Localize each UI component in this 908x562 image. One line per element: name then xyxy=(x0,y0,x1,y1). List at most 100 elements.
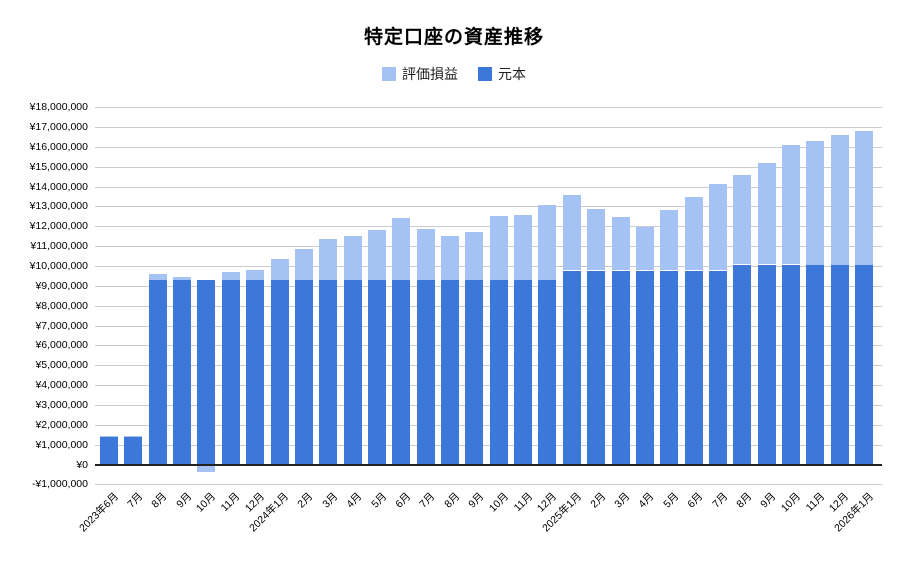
bar-segment-principal xyxy=(148,280,167,465)
gridline xyxy=(95,404,882,406)
bar-segment-principal xyxy=(757,264,776,465)
x-axis-tick-label: 4月 xyxy=(344,490,365,511)
y-axis-tick-label: ¥18,000,000 xyxy=(29,101,88,114)
y-axis-tick-label: ¥15,000,000 xyxy=(29,160,88,173)
bar-segment-gain xyxy=(489,215,508,281)
y-axis-tick-label: ¥8,000,000 xyxy=(35,299,88,312)
bar-segment-gain xyxy=(660,209,679,271)
x-axis-tick-label: 3月 xyxy=(320,490,341,511)
legend-swatch-principal xyxy=(478,67,492,81)
x-axis-tick-label: 2月 xyxy=(587,490,609,511)
bar-segment-gain xyxy=(757,163,776,265)
bar-segment-principal xyxy=(611,270,630,465)
bar-segment-principal xyxy=(587,270,606,465)
bar-segment-gain xyxy=(343,235,362,281)
bar-segment-principal xyxy=(392,280,411,465)
y-axis-tick-label: ¥11,000,000 xyxy=(30,240,88,253)
bar-segment-gain xyxy=(514,214,532,281)
bar-segment-principal xyxy=(708,270,727,465)
gridline xyxy=(95,166,882,168)
bar-segment-principal xyxy=(270,280,289,465)
x-axis-tick-label: 11月 xyxy=(803,490,828,515)
gridline xyxy=(95,186,882,188)
x-axis-tick-label: 4月 xyxy=(636,490,657,511)
bar-segment-principal xyxy=(124,437,143,465)
bar-segment-principal xyxy=(855,264,873,465)
x-axis-tick-label: 9月 xyxy=(758,490,779,511)
y-axis-tick-label: ¥9,000,000 xyxy=(35,279,88,292)
x-axis-tick-label: 8月 xyxy=(734,490,755,511)
x-axis-line xyxy=(95,464,882,466)
bar-segment-principal xyxy=(319,280,338,465)
bar-segment-principal xyxy=(343,280,362,465)
bar-segment-gain xyxy=(197,465,216,472)
bar-segment-principal xyxy=(197,280,216,465)
x-axis-tick-label: 9月 xyxy=(173,490,195,511)
legend-item-principal: 元本 xyxy=(478,64,526,84)
bar-segment-gain xyxy=(294,248,313,281)
y-axis-tick-label: ¥7,000,000 xyxy=(35,319,88,332)
bar-segment-principal xyxy=(221,280,240,465)
gridline xyxy=(95,226,882,228)
bar-segment-gain xyxy=(148,274,167,281)
gridline xyxy=(95,444,882,446)
x-axis-tick-label: 5月 xyxy=(661,490,682,511)
bar-segment-gain xyxy=(830,134,849,265)
bar-segment-principal xyxy=(246,280,265,465)
y-axis-tick-label: ¥16,000,000 xyxy=(29,140,88,153)
chart-title: 特定口座の資産推移 xyxy=(363,27,544,48)
bar-segment-principal xyxy=(100,437,118,465)
bar-segment-principal xyxy=(660,270,679,465)
x-axis-tick-label: 7月 xyxy=(709,490,730,511)
y-axis-tick-label: ¥13,000,000 xyxy=(29,200,88,213)
bar-segment-principal xyxy=(441,280,459,465)
gridline xyxy=(95,365,882,367)
y-axis-tick-label: ¥10,000,000 xyxy=(29,260,88,272)
legend-label-principal: 元本 xyxy=(498,66,526,82)
x-axis-tick-label: 7月 xyxy=(125,490,146,511)
bar-segment-principal xyxy=(830,264,849,465)
bar-segment-principal xyxy=(684,270,703,465)
bar-segment-gain xyxy=(100,436,118,438)
y-axis-tick-label: ¥17,000,000 xyxy=(29,121,88,134)
bar-segment-principal xyxy=(635,270,654,465)
bar-segment-principal xyxy=(806,264,825,465)
y-axis-tick-label: ¥2,000,000 xyxy=(35,418,88,431)
x-axis-tick-label: 7月 xyxy=(417,490,438,511)
x-axis-tick-label: 11月 xyxy=(511,490,535,515)
gridline xyxy=(95,424,882,426)
x-axis-tick-label: 9月 xyxy=(466,490,487,511)
x-axis-tick-label: 10月 xyxy=(486,490,511,515)
x-axis-tick-label: 8月 xyxy=(149,490,170,511)
bar-segment-principal xyxy=(294,280,313,465)
bar-segment-gain xyxy=(855,130,873,265)
legend-swatch-gain xyxy=(382,67,396,81)
x-axis-tick-label: 6月 xyxy=(685,490,706,511)
gridline xyxy=(95,385,882,387)
bar-segment-gain xyxy=(708,184,727,271)
y-axis-tick-label: ¥1,000,000 xyxy=(35,438,88,451)
y-axis-tick-label: -¥1,000,000 xyxy=(31,478,88,491)
y-axis-tick-label: ¥5,000,000 xyxy=(35,359,88,372)
bar-segment-gain xyxy=(392,217,411,281)
x-axis-tick-label: 10月 xyxy=(194,490,219,515)
y-axis-tick-label: ¥6,000,000 xyxy=(35,339,88,352)
y-axis-tick-label: ¥4,000,000 xyxy=(35,379,88,392)
bar-segment-principal xyxy=(465,280,484,465)
legend-item-gain: 評価損益 xyxy=(382,64,458,84)
bar-segment-gain xyxy=(367,229,386,281)
bar-segment-principal xyxy=(781,264,800,465)
x-axis-tick-label: 2023年6月 xyxy=(76,490,121,535)
bar-segment-gain xyxy=(319,238,338,281)
gridline xyxy=(95,127,882,129)
gridline xyxy=(95,266,882,267)
gridline xyxy=(95,325,882,327)
gridline xyxy=(95,484,882,486)
bar-segment-gain xyxy=(246,269,265,281)
x-axis-tick-label: 2月 xyxy=(295,490,316,511)
y-axis-tick-label: ¥3,000,000 xyxy=(35,398,88,411)
y-axis-tick-label: ¥12,000,000 xyxy=(29,220,88,233)
bar-segment-gain xyxy=(684,197,703,271)
bar-segment-gain xyxy=(806,140,825,265)
